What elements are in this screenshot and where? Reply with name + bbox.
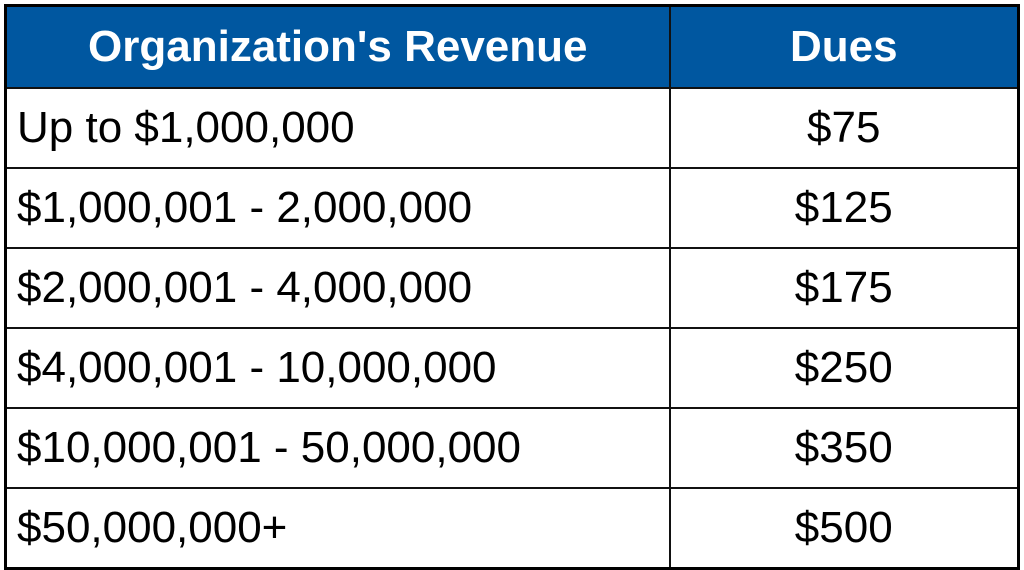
header-revenue: Organization's Revenue — [4, 4, 671, 89]
dues-cell: $125 — [668, 167, 1020, 249]
header-row: Organization's Revenue Dues — [4, 4, 1020, 89]
revenue-cell: $50,000,000+ — [4, 487, 671, 570]
table-row: $4,000,001 - 10,000,000 $250 — [4, 327, 1020, 409]
table-row: $1,000,001 - 2,000,000 $125 — [4, 167, 1020, 249]
table-row: $50,000,000+ $500 — [4, 487, 1020, 570]
table-row: $2,000,001 - 4,000,000 $175 — [4, 247, 1020, 329]
dues-cell: $250 — [668, 327, 1020, 409]
dues-cell: $350 — [668, 407, 1020, 489]
dues-cell: $175 — [668, 247, 1020, 329]
dues-table: Organization's Revenue Dues Up to $1,000… — [4, 4, 1020, 570]
revenue-cell: $4,000,001 - 10,000,000 — [4, 327, 671, 409]
revenue-cell: Up to $1,000,000 — [4, 87, 671, 169]
dues-cell: $500 — [668, 487, 1020, 570]
revenue-cell: $1,000,001 - 2,000,000 — [4, 167, 671, 249]
dues-cell: $75 — [668, 87, 1020, 169]
table-row: Up to $1,000,000 $75 — [4, 87, 1020, 169]
revenue-cell: $10,000,001 - 50,000,000 — [4, 407, 671, 489]
table-row: $10,000,001 - 50,000,000 $350 — [4, 407, 1020, 489]
header-dues: Dues — [668, 4, 1020, 89]
revenue-cell: $2,000,001 - 4,000,000 — [4, 247, 671, 329]
